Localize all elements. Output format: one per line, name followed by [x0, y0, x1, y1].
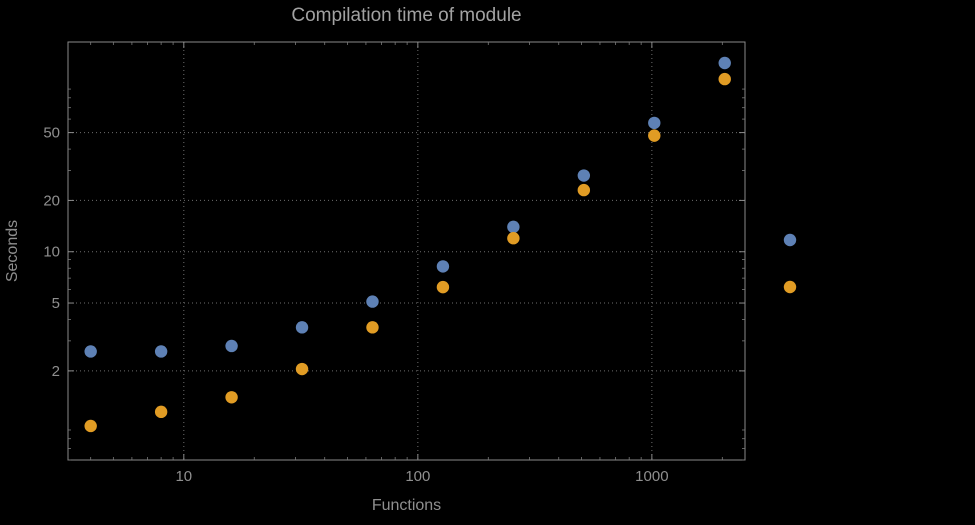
y-tick-label: 5: [52, 295, 60, 312]
data-point-series-2: [507, 232, 520, 245]
data-point-series-2: [648, 129, 661, 142]
data-point-series-1: [225, 339, 238, 353]
y-tick-label: 50: [43, 125, 60, 142]
data-point-series-1: [154, 345, 168, 358]
x-tick-label: 1000: [635, 468, 668, 485]
chart-title: Compilation time of module: [291, 5, 522, 26]
y-tick-label: 20: [43, 192, 60, 209]
y-tick-label: 10: [43, 244, 60, 261]
data-point-series-1: [295, 321, 309, 334]
plot-frame: [67, 41, 746, 461]
x-tick-label: 100: [405, 468, 430, 485]
y-tick-label: 2: [52, 363, 60, 380]
legend-marker-series-2: [783, 280, 797, 294]
data-point-series-1: [577, 169, 591, 182]
data-point-series-1: [366, 295, 379, 308]
data-point-series-2: [225, 391, 238, 404]
legend-marker-series-1: [783, 233, 797, 247]
data-point-series-2: [436, 280, 450, 294]
data-point-series-2: [718, 72, 731, 86]
data-point-series-2: [577, 183, 591, 197]
data-point-series-2: [366, 321, 379, 334]
x-tick-label: 10: [175, 468, 192, 485]
data-point-series-2: [84, 419, 97, 433]
data-point-series-2: [154, 405, 168, 419]
data-point-series-1: [648, 116, 661, 130]
data-point-series-1: [507, 220, 520, 234]
data-point-series-1: [84, 345, 97, 358]
data-point-series-2: [295, 362, 309, 376]
data-point-series-1: [436, 260, 450, 273]
data-point-series-1: [718, 56, 731, 70]
x-axis-label: Functions: [371, 497, 442, 514]
